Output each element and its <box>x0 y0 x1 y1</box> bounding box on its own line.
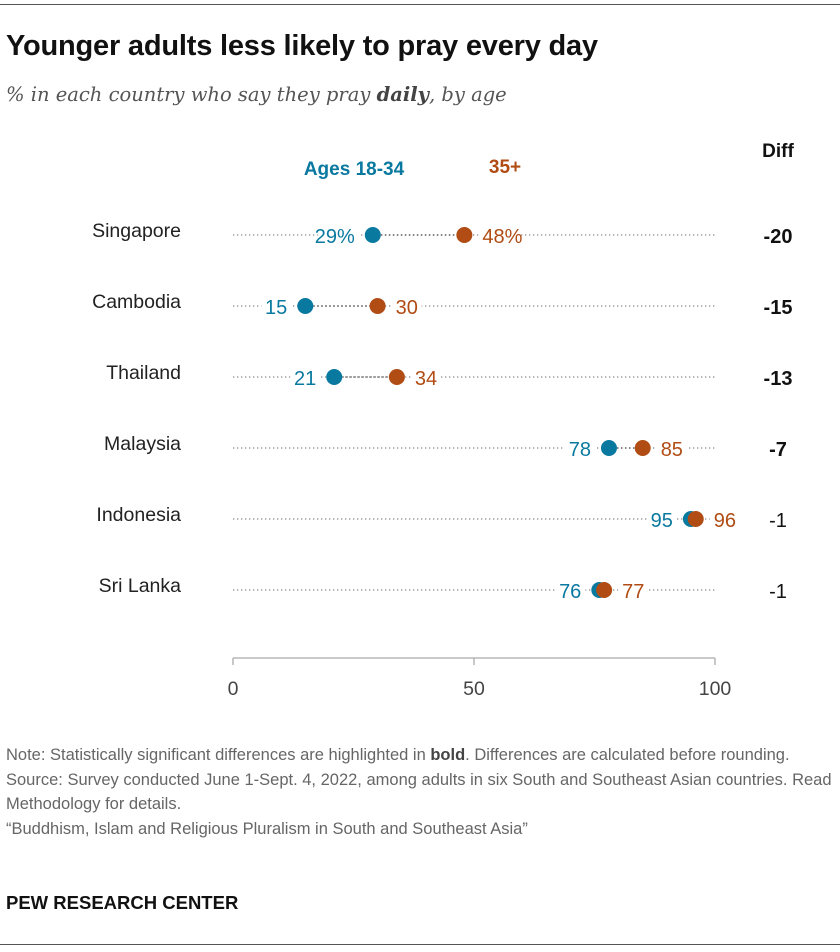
dot-35-plus <box>369 298 386 314</box>
chart-row: Sri Lanka 76 77 -1 <box>99 575 787 603</box>
label-backdrop <box>618 578 649 602</box>
label-backdrop <box>646 507 677 531</box>
note-bold: bold <box>430 746 466 764</box>
value-label-ages-18-34: 76 <box>559 581 581 603</box>
label-backdrop <box>478 223 520 247</box>
x-tick-label: 50 <box>463 678 485 700</box>
value-label-ages-18-34: 21 <box>294 368 316 390</box>
label-backdrop <box>261 294 292 318</box>
country-label: Malaysia <box>104 433 181 455</box>
value-label-35-plus: 77 <box>622 581 644 603</box>
pew-logo-text: PEW RESEARCH CENTER <box>6 892 239 913</box>
country-label: Cambodia <box>92 291 181 313</box>
value-label-ages-18-34: 78 <box>569 439 591 461</box>
value-label-35-plus: 48% <box>482 226 522 248</box>
country-label: Indonesia <box>96 504 181 526</box>
dot-ages-18-34 <box>364 227 381 243</box>
source-line: Source: Survey conducted June 1-Sept. 4,… <box>6 770 832 814</box>
dot-ages-18-34 <box>600 440 617 456</box>
chart-row: Cambodia 15 30 -15 <box>92 291 792 319</box>
report-title: “Buddhism, Islam and Religious Pluralism… <box>6 819 528 838</box>
label-backdrop <box>564 436 595 460</box>
legend-35-plus: 35+ <box>489 157 521 178</box>
value-label-ages-18-34: 29% <box>315 226 355 248</box>
label-backdrop <box>656 436 687 460</box>
diff-value: -1 <box>769 510 787 532</box>
chart-subtitle: % in each country who say they pray dail… <box>6 83 507 106</box>
country-label: Singapore <box>92 220 181 242</box>
note-line: Note: Statistically significant differen… <box>6 743 836 768</box>
label-backdrop <box>317 223 359 247</box>
notes: Note: Statistically significant differen… <box>6 743 836 841</box>
diff-value: -1 <box>769 581 787 603</box>
dot-35-plus <box>687 511 704 527</box>
label-backdrop <box>391 294 422 318</box>
chart-row: Indonesia 95 96 -1 <box>96 504 786 532</box>
value-label-35-plus: 30 <box>396 297 418 319</box>
dot-35-plus <box>596 582 613 598</box>
dot-35-plus <box>634 440 651 456</box>
value-label-35-plus: 96 <box>714 510 736 532</box>
dot-35-plus <box>456 227 473 243</box>
dot-plot: Ages 18-34 35+ Diff Singapore 29% 48% -20 Ca… <box>92 141 794 700</box>
country-label: Thailand <box>106 362 181 384</box>
dot-ages-18-34 <box>326 369 343 385</box>
chart-row: Singapore 29% 48% -20 <box>92 220 792 248</box>
chart-row: Thailand 21 34 -13 <box>106 362 792 390</box>
x-tick-label: 0 <box>228 678 239 700</box>
subtitle-text: % in each country who say they pray <box>6 83 377 106</box>
diff-value: -20 <box>764 226 793 248</box>
label-backdrop <box>555 578 586 602</box>
chart-row: Malaysia 78 85 -7 <box>104 433 787 461</box>
note-text-end: . Differences are calculated before roun… <box>465 746 790 764</box>
dot-35-plus <box>388 369 405 385</box>
legend-ages-18-34: Ages 18-34 <box>304 159 405 180</box>
subtitle-text-end: , by age <box>428 83 507 106</box>
value-label-ages-18-34: 95 <box>651 510 673 532</box>
diff-value: -15 <box>764 297 793 319</box>
diff-header: Diff <box>762 141 794 162</box>
chart-title: Younger adults less likely to pray every… <box>6 30 598 62</box>
bottom-rule <box>0 944 840 945</box>
value-label-ages-18-34: 15 <box>265 297 287 319</box>
value-label-35-plus: 34 <box>415 368 437 390</box>
country-label: Sri Lanka <box>99 575 182 597</box>
label-backdrop <box>410 365 441 389</box>
top-rule <box>0 4 840 5</box>
note-text: Note: Statistically significant differen… <box>6 746 431 764</box>
value-label-35-plus: 85 <box>661 439 683 461</box>
diff-value: -13 <box>764 368 793 390</box>
label-backdrop <box>290 365 321 389</box>
diff-value: -7 <box>769 439 787 461</box>
subtitle-emphasis: daily <box>376 83 429 106</box>
x-tick-label: 100 <box>699 678 732 700</box>
label-backdrop <box>709 507 740 531</box>
dot-ages-18-34 <box>297 298 314 314</box>
